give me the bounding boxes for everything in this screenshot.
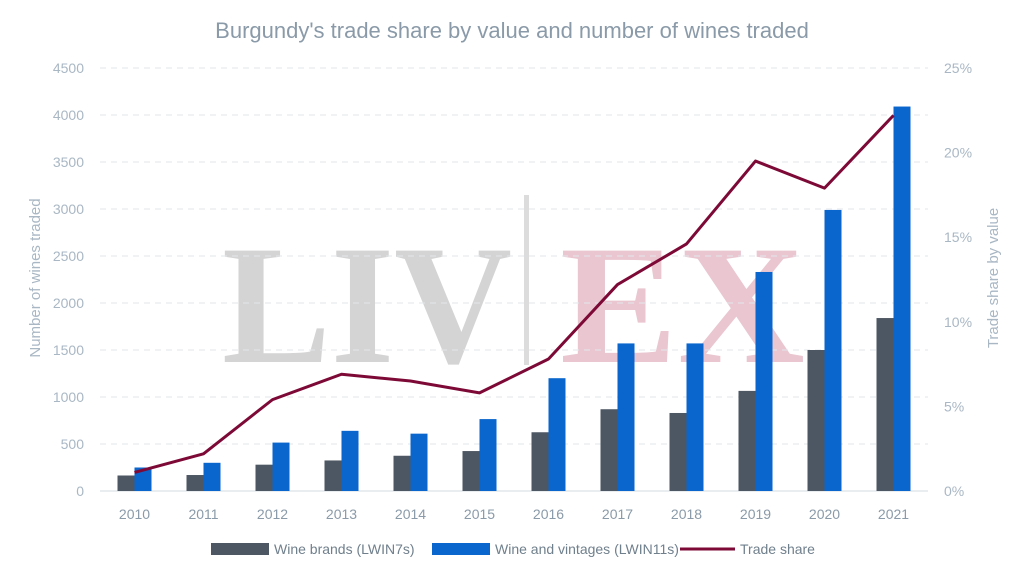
y2-tick-label: 20% bbox=[944, 145, 972, 161]
watermark-divider bbox=[524, 195, 529, 365]
trade-share-line bbox=[134, 114, 895, 474]
y-tick-label: 500 bbox=[61, 436, 85, 452]
x-tick-label: 2015 bbox=[464, 506, 495, 522]
bar-wine-brands bbox=[117, 475, 135, 491]
y-tick-label: 4500 bbox=[53, 60, 84, 76]
y2-tick-label: 0% bbox=[944, 483, 964, 499]
y2-tick-label: 5% bbox=[944, 398, 964, 414]
y-tick-label: 1000 bbox=[53, 389, 84, 405]
livex-watermark-logo: LIV EX bbox=[222, 195, 805, 399]
bar-wine-vintages bbox=[203, 462, 221, 491]
bar-wine-brands bbox=[669, 412, 687, 491]
x-tick-label: 2017 bbox=[602, 506, 633, 522]
x-tick-label: 2014 bbox=[395, 506, 426, 522]
bar-wine-vintages bbox=[410, 433, 428, 491]
x-axis-ticks: 2010 2011 2012 2013 2014 2015 2016 2017 2018 2019… bbox=[119, 506, 909, 522]
bar-wine-brands bbox=[600, 409, 618, 491]
bar-wine-brands bbox=[186, 475, 204, 491]
bar-wine-brands bbox=[393, 455, 411, 491]
bar-wine-vintages bbox=[341, 430, 359, 491]
y-tick-label: 2500 bbox=[53, 248, 84, 264]
y2-tick-label: 25% bbox=[944, 60, 972, 76]
y2-tick-label: 10% bbox=[944, 314, 972, 330]
trade-share-line-layer bbox=[134, 114, 895, 474]
bar-wine-brands bbox=[255, 464, 273, 491]
watermark-liv-text: LIV bbox=[222, 211, 512, 399]
legend-label-trade-share: Trade share bbox=[740, 541, 815, 557]
x-tick-label: 2021 bbox=[878, 506, 909, 522]
x-tick-label: 2010 bbox=[119, 506, 150, 522]
bar-wine-vintages bbox=[548, 378, 566, 491]
bar-wine-brands bbox=[738, 390, 756, 491]
bar-wine-vintages bbox=[824, 209, 842, 491]
x-tick-label: 2016 bbox=[533, 506, 564, 522]
x-tick-label: 2013 bbox=[326, 506, 357, 522]
y2-axis-label: Trade share by value bbox=[985, 208, 1002, 348]
legend-label-wine-brands: Wine brands (LWIN7s) bbox=[274, 541, 415, 557]
bar-wine-vintages bbox=[479, 419, 497, 491]
bar-wine-brands bbox=[324, 460, 342, 491]
y-tick-label: 1500 bbox=[53, 342, 84, 358]
y-axis-label: Number of wines traded bbox=[27, 198, 44, 357]
bar-wine-vintages bbox=[686, 343, 704, 491]
bar-wine-vintages bbox=[617, 343, 635, 491]
x-tick-label: 2011 bbox=[188, 506, 218, 522]
y2-tick-label: 15% bbox=[944, 229, 972, 245]
bar-wine-vintages bbox=[134, 467, 152, 491]
gridlines bbox=[100, 67, 928, 492]
bar-wine-brands bbox=[876, 318, 894, 491]
legend-swatch-wine-vintages bbox=[432, 543, 490, 555]
y-tick-label: 2000 bbox=[53, 295, 84, 311]
bars bbox=[117, 106, 911, 491]
x-tick-label: 2020 bbox=[809, 506, 840, 522]
bar-wine-brands bbox=[462, 451, 480, 491]
bar-wine-vintages bbox=[755, 271, 773, 491]
bar-wine-brands bbox=[531, 432, 549, 491]
y-tick-label: 3000 bbox=[53, 201, 84, 217]
x-tick-label: 2012 bbox=[257, 506, 288, 522]
bar-wine-brands bbox=[807, 350, 825, 491]
legend-label-wine-vintages: Wine and vintages (LWIN11s) bbox=[495, 541, 679, 557]
left-axis-ticks: 0 500 1000 1500 2000 2500 3000 3500 4000 4500 bbox=[53, 60, 84, 499]
x-tick-label: 2019 bbox=[740, 506, 771, 522]
y-tick-label: 4000 bbox=[53, 107, 84, 123]
x-tick-label: 2018 bbox=[671, 506, 702, 522]
y-tick-label: 3500 bbox=[53, 154, 84, 170]
bar-wine-vintages bbox=[272, 442, 290, 491]
right-axis-ticks: 0% 5% 10% 15% 20% 25% bbox=[944, 60, 972, 499]
y-tick-label: 0 bbox=[76, 483, 84, 499]
legend-swatch-wine-brands bbox=[211, 543, 269, 555]
legend: Wine brands (LWIN7s) Wine and vintages (… bbox=[211, 541, 815, 557]
chart-title: Burgundy's trade share by value and numb… bbox=[215, 18, 809, 43]
bar-wine-vintages bbox=[893, 106, 911, 491]
